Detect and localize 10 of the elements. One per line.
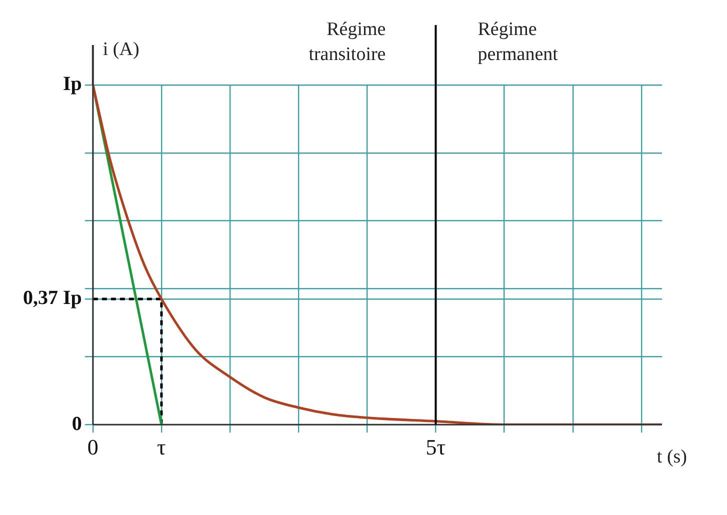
x-tick-label: 0: [87, 434, 98, 460]
text: Régime permanent: [478, 19, 559, 65]
x-axis-title: t (s): [656, 446, 687, 468]
y-tick-label: 0: [72, 412, 82, 435]
y-tick-label: Ip: [63, 73, 82, 96]
x-tick-label: τ: [157, 434, 166, 460]
text: Régime transitoire: [308, 19, 386, 65]
x-tick-label: 5τ: [426, 434, 446, 460]
y-axis-title: i (A): [102, 39, 140, 60]
y-tick-label: 0,37 Ip: [23, 287, 82, 310]
